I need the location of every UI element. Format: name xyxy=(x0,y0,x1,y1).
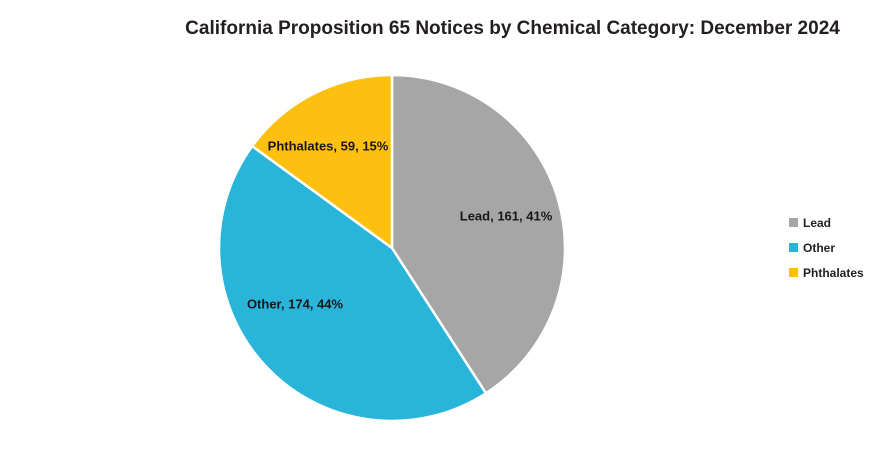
legend-label-other: Other xyxy=(803,240,836,255)
legend-item-phthalates: Phthalates xyxy=(789,260,864,285)
legend-item-lead: Lead xyxy=(789,210,864,235)
pie-slice-other xyxy=(217,144,488,423)
legend-label-lead: Lead xyxy=(803,215,832,230)
legend-swatch-phthalates-icon xyxy=(789,268,798,277)
legend-swatch-lead-icon xyxy=(789,218,798,227)
slice-label-phthalates: Phthalates, 59, 15% xyxy=(267,138,389,154)
legend: Lead Other Phthalates xyxy=(789,210,864,285)
slice-label-other: Other, 174, 44% xyxy=(246,296,344,312)
legend-label-phthalates: Phthalates xyxy=(803,265,864,280)
legend-swatch-other-icon xyxy=(789,243,798,252)
slice-label-lead: Lead, 161, 41% xyxy=(459,208,553,224)
pie-slice-phthalates xyxy=(250,73,394,250)
chart-title: California Proposition 65 Notices by Che… xyxy=(185,18,840,39)
legend-item-other: Other xyxy=(789,235,864,260)
